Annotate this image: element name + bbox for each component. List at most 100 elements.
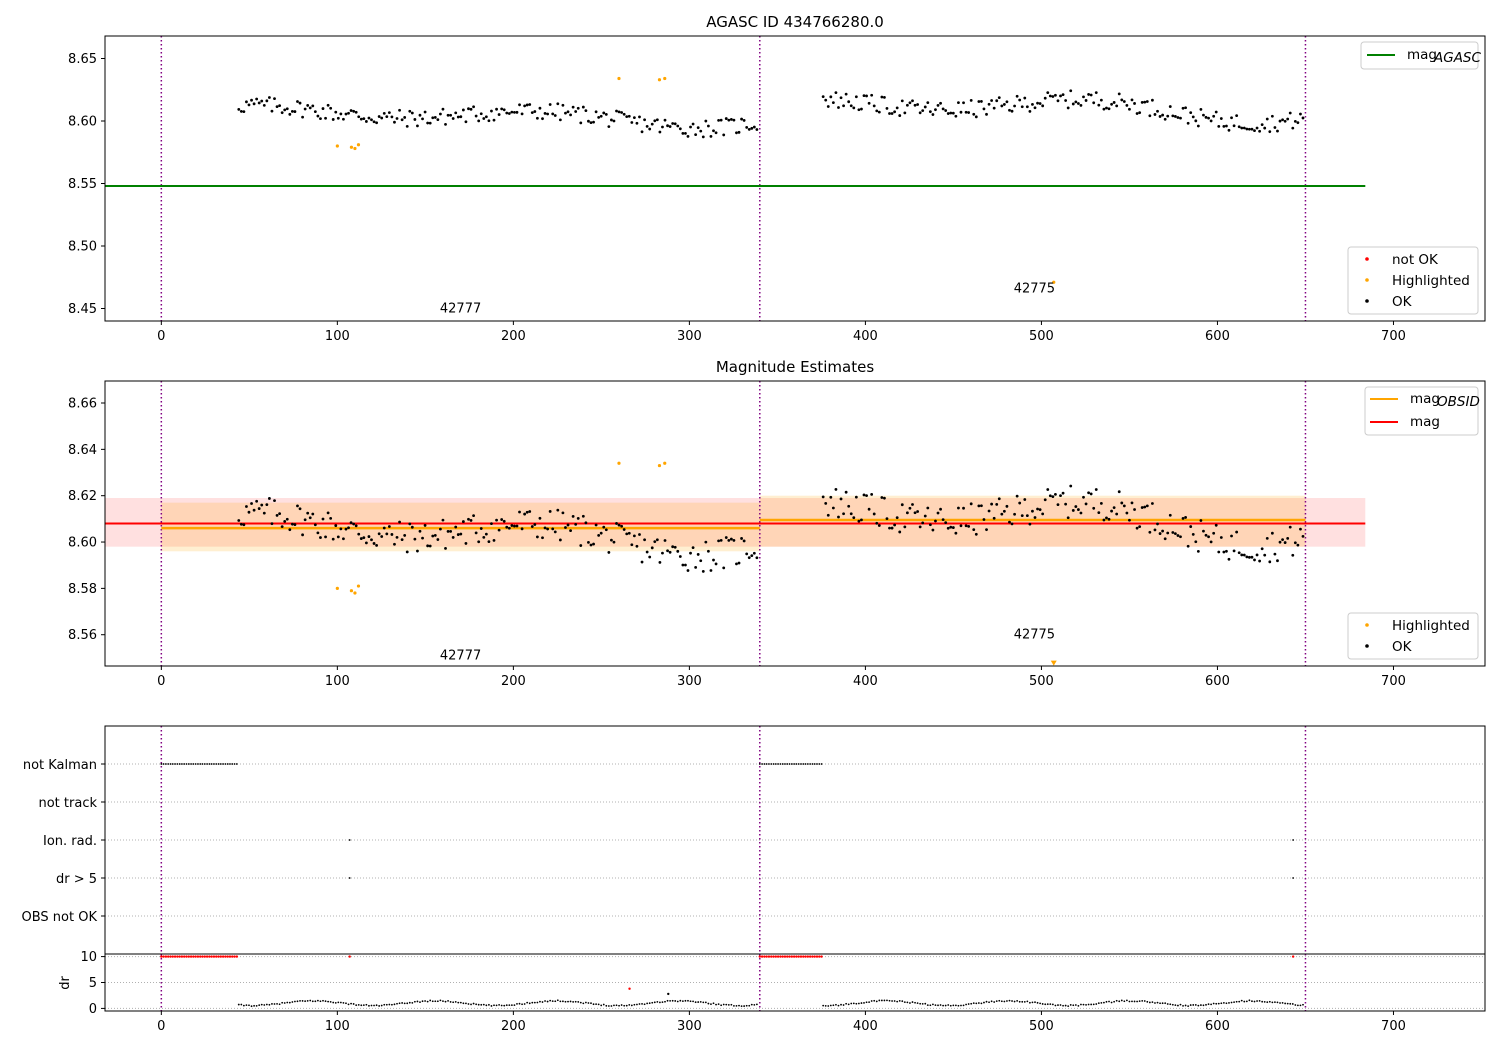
dr-point bbox=[345, 1002, 347, 1005]
ok-point bbox=[400, 538, 404, 542]
ok-point bbox=[1153, 528, 1157, 532]
ok-point bbox=[1143, 505, 1147, 509]
ok-point bbox=[992, 516, 996, 520]
ok-point bbox=[331, 537, 335, 541]
dr-point bbox=[301, 1000, 304, 1002]
ok-point bbox=[1028, 109, 1032, 113]
ok-point bbox=[245, 100, 248, 104]
ok-point bbox=[826, 105, 830, 108]
flag-point bbox=[816, 763, 818, 765]
dr-point bbox=[1090, 1003, 1093, 1006]
ok-point bbox=[944, 521, 948, 525]
dr-point bbox=[1187, 1005, 1190, 1007]
ok-point bbox=[888, 112, 891, 115]
ok-point bbox=[416, 549, 419, 553]
dr-point bbox=[1207, 1003, 1210, 1006]
dr-point bbox=[322, 999, 324, 1002]
ok-point bbox=[1209, 540, 1213, 544]
ok-point bbox=[387, 111, 391, 115]
ok-point bbox=[663, 539, 667, 542]
ok-point bbox=[278, 512, 282, 515]
ok-point bbox=[1115, 104, 1119, 108]
dr-point bbox=[692, 1000, 694, 1003]
ok-point bbox=[329, 106, 333, 110]
obsid-label: 42777 bbox=[440, 649, 481, 664]
ok-point bbox=[1033, 106, 1037, 110]
dr-point bbox=[1080, 1003, 1082, 1006]
dr-point bbox=[600, 1004, 603, 1007]
ok-point bbox=[1025, 514, 1029, 517]
ok-point bbox=[454, 111, 458, 115]
ok-point bbox=[957, 506, 960, 510]
dr-plot-frame bbox=[104, 953, 1486, 1012]
dr-point bbox=[391, 1003, 393, 1006]
dr-point bbox=[306, 999, 309, 1002]
ok-point bbox=[441, 518, 445, 522]
dr-clipped-point bbox=[203, 955, 207, 958]
ok-point bbox=[1023, 96, 1027, 100]
flag-point bbox=[226, 763, 229, 765]
ok-point bbox=[714, 131, 718, 135]
ok-point bbox=[911, 99, 914, 103]
ok-point bbox=[1268, 560, 1272, 564]
dr-point bbox=[413, 1000, 416, 1003]
ok-point bbox=[696, 553, 700, 556]
dr-clipped-point bbox=[194, 955, 197, 958]
ok-point bbox=[678, 127, 682, 131]
ok-point bbox=[1122, 504, 1126, 508]
ok-point bbox=[1166, 531, 1170, 535]
dr-point bbox=[444, 1000, 447, 1003]
dr-point bbox=[370, 1004, 373, 1007]
ok-point bbox=[717, 118, 721, 122]
dr-point bbox=[406, 1002, 409, 1005]
flag-point bbox=[210, 763, 213, 765]
dr-point bbox=[503, 1004, 506, 1007]
ok-point bbox=[934, 519, 937, 523]
ok-point bbox=[255, 97, 259, 101]
dr-point bbox=[309, 999, 312, 1002]
dr-point bbox=[893, 1000, 896, 1002]
ok-point bbox=[903, 111, 907, 115]
ok-point bbox=[923, 105, 927, 109]
ok-point bbox=[1145, 100, 1149, 103]
ok-point bbox=[1071, 102, 1075, 106]
ok-point bbox=[1097, 103, 1101, 107]
dr-point bbox=[357, 1003, 360, 1006]
dr-point bbox=[847, 1003, 850, 1006]
dr-point bbox=[681, 1000, 684, 1003]
dr-point bbox=[288, 1001, 291, 1004]
ok-point bbox=[428, 121, 432, 125]
ok-point bbox=[589, 121, 593, 125]
ok-point bbox=[1194, 119, 1198, 123]
dr-clipped-point bbox=[183, 955, 186, 958]
ok-point bbox=[1094, 488, 1098, 491]
p4-x-tick-label: 500 bbox=[1029, 1019, 1054, 1034]
ok-point bbox=[668, 125, 672, 128]
ok-point bbox=[645, 550, 649, 554]
ok-point bbox=[862, 94, 866, 97]
dr-point bbox=[919, 1002, 922, 1005]
ok-point bbox=[821, 95, 825, 99]
dr-clipped-point bbox=[162, 955, 165, 958]
ok-point bbox=[528, 510, 532, 513]
dr-point bbox=[1100, 1001, 1103, 1004]
dr-point bbox=[620, 1004, 623, 1006]
ok-point bbox=[1278, 119, 1282, 123]
dr-point bbox=[886, 999, 888, 1002]
dr-point bbox=[526, 1001, 529, 1004]
dr-point bbox=[628, 1003, 631, 1006]
flag-point bbox=[176, 763, 179, 765]
ok-point bbox=[393, 120, 396, 124]
ok-point bbox=[607, 125, 611, 129]
ok-point bbox=[1015, 494, 1019, 498]
p1-x-tick-label: 300 bbox=[677, 329, 702, 344]
dr-point bbox=[694, 1001, 697, 1004]
ok-point bbox=[729, 117, 733, 121]
ok-point bbox=[1145, 504, 1149, 508]
ok-point bbox=[362, 117, 366, 121]
ok-point bbox=[268, 96, 271, 99]
ok-point bbox=[451, 536, 455, 539]
ok-point bbox=[1181, 106, 1185, 110]
dr-point bbox=[1143, 1000, 1146, 1002]
